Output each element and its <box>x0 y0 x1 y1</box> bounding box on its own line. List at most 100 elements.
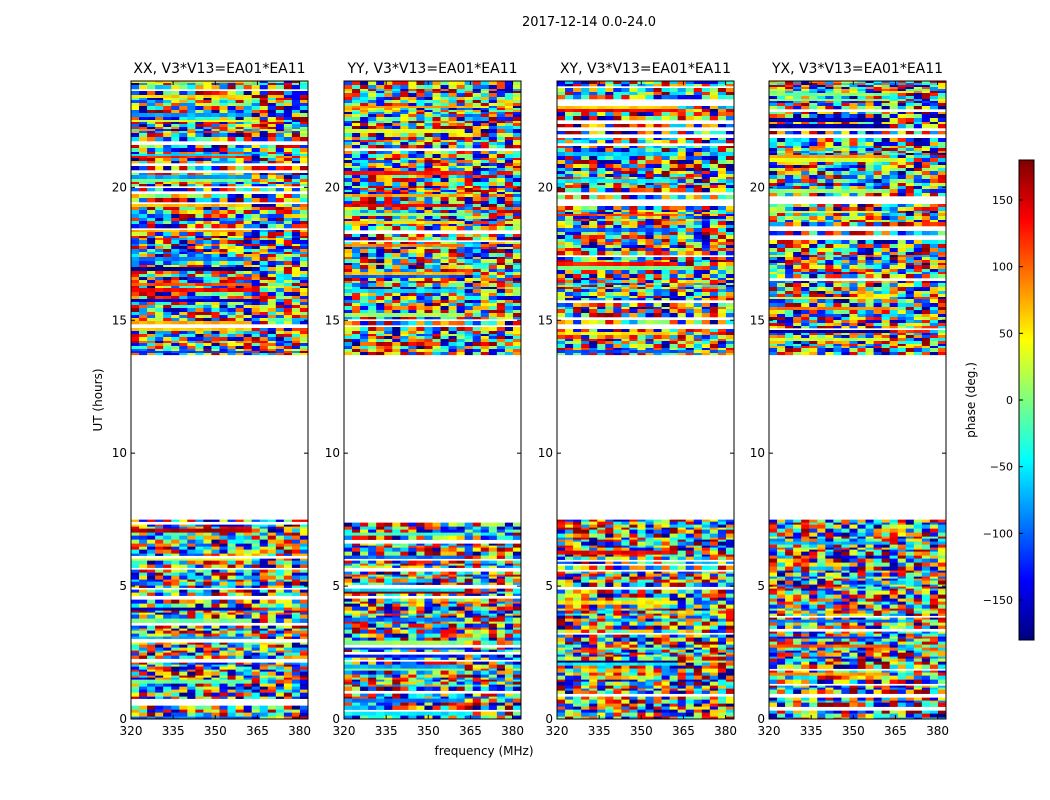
heatmap-cell <box>496 679 506 682</box>
heatmap-cell <box>291 677 301 680</box>
heatmap-cell <box>472 603 482 607</box>
heatmap-cell <box>155 579 164 582</box>
heatmap-cell <box>147 166 156 171</box>
heatmap-cell <box>195 630 204 634</box>
heatmap-cell <box>488 654 498 658</box>
heatmap-cell <box>376 160 385 164</box>
heatmap-cell <box>235 280 244 284</box>
heatmap-cell <box>227 686 236 690</box>
heatmap-cell <box>424 91 433 94</box>
heatmap-cell <box>384 623 393 628</box>
heatmap-cell <box>219 535 228 540</box>
heatmap-cell <box>275 709 285 713</box>
heatmap-cell <box>163 581 172 586</box>
heatmap-cell <box>203 647 212 651</box>
heatmap-cell <box>360 529 369 533</box>
heatmap-cell <box>163 131 172 134</box>
heatmap-cell <box>259 288 269 293</box>
heatmap-cell <box>195 98 204 101</box>
heatmap-cell <box>179 232 188 237</box>
heatmap-cell <box>504 123 514 127</box>
heatmap-cell <box>139 628 148 631</box>
heatmap-cell <box>203 689 212 693</box>
heatmap-cell <box>139 664 148 667</box>
heatmap-cell <box>179 120 188 123</box>
heatmap-cell <box>219 85 228 90</box>
heatmap-cell <box>147 129 156 132</box>
heatmap-cell <box>171 129 180 132</box>
heatmap-cell <box>147 636 156 639</box>
heatmap-cell <box>163 283 172 287</box>
heatmap-cell <box>211 305 220 309</box>
heatmap-cell <box>291 625 301 629</box>
heatmap-cell <box>179 669 188 672</box>
heatmap-cell <box>464 108 474 111</box>
heatmap-cell <box>155 546 164 550</box>
heatmap-cell <box>416 603 425 607</box>
heatmap-cell <box>163 238 172 241</box>
heatmap-cell <box>360 108 369 111</box>
heatmap-cell <box>131 98 140 101</box>
heatmap-cell <box>392 668 401 671</box>
heatmap-cell <box>472 649 482 652</box>
heatmap-cell <box>392 574 401 577</box>
heatmap-cell <box>291 292 301 297</box>
heatmap-cell <box>219 353 228 356</box>
heatmap-cell <box>155 173 164 176</box>
heatmap-cell <box>187 351 196 354</box>
heatmap-cell <box>448 142 457 146</box>
heatmap-cell <box>496 649 506 652</box>
heatmap-cell <box>424 686 433 691</box>
heatmap-cell <box>368 621 377 624</box>
heatmap-cell <box>195 581 204 586</box>
heatmap-cell <box>155 152 164 155</box>
heatmap-cell <box>179 244 188 247</box>
heatmap-cell <box>195 103 204 107</box>
heatmap-cell <box>512 126 522 130</box>
heatmap-cell <box>163 214 172 219</box>
heatmap-cell <box>227 610 236 613</box>
heatmap-cell <box>179 589 188 593</box>
heatmap-cell <box>275 528 285 533</box>
heatmap-cell <box>251 650 261 653</box>
heatmap-cell <box>243 664 252 667</box>
heatmap-cell <box>203 85 212 90</box>
heatmap-cell <box>368 526 377 530</box>
heatmap-cell <box>448 668 457 671</box>
heatmap-cell <box>496 640 506 645</box>
heatmap-cell <box>416 674 425 678</box>
heatmap-cell <box>251 249 261 253</box>
heatmap-cell <box>496 108 506 111</box>
heatmap-cell <box>432 93 441 98</box>
heatmap-cell <box>147 122 156 125</box>
heatmap-cell <box>179 173 188 176</box>
x-tick-label: 320 <box>120 724 143 738</box>
heatmap-cell <box>211 182 220 185</box>
heatmap-cell <box>163 662 172 665</box>
heatmap-cell <box>299 677 309 680</box>
heatmap-cell <box>195 618 204 623</box>
heatmap-cell <box>131 81 140 84</box>
heatmap-cell <box>219 274 228 278</box>
heatmap-cell <box>203 145 212 149</box>
heatmap-cell <box>480 698 490 703</box>
heatmap-cell <box>472 529 482 533</box>
heatmap-cell <box>195 152 204 155</box>
heatmap-cell <box>259 292 269 297</box>
heatmap-cell <box>195 85 204 90</box>
heatmap-cell <box>211 528 220 533</box>
heatmap-cell <box>203 625 212 629</box>
heatmap-cell <box>211 210 220 215</box>
heatmap-cell <box>408 696 417 699</box>
heatmap-cell <box>488 535 498 540</box>
heatmap-cell <box>219 564 228 568</box>
heatmap-cell <box>400 657 409 660</box>
heatmap-cell <box>352 654 361 658</box>
heatmap-cell <box>408 126 417 130</box>
heatmap-cell <box>139 238 148 241</box>
heatmap-cell <box>267 669 277 672</box>
heatmap-cell <box>179 113 188 118</box>
heatmap-cell <box>251 614 261 619</box>
heatmap-cell <box>131 100 140 104</box>
heatmap-cell <box>179 315 188 319</box>
